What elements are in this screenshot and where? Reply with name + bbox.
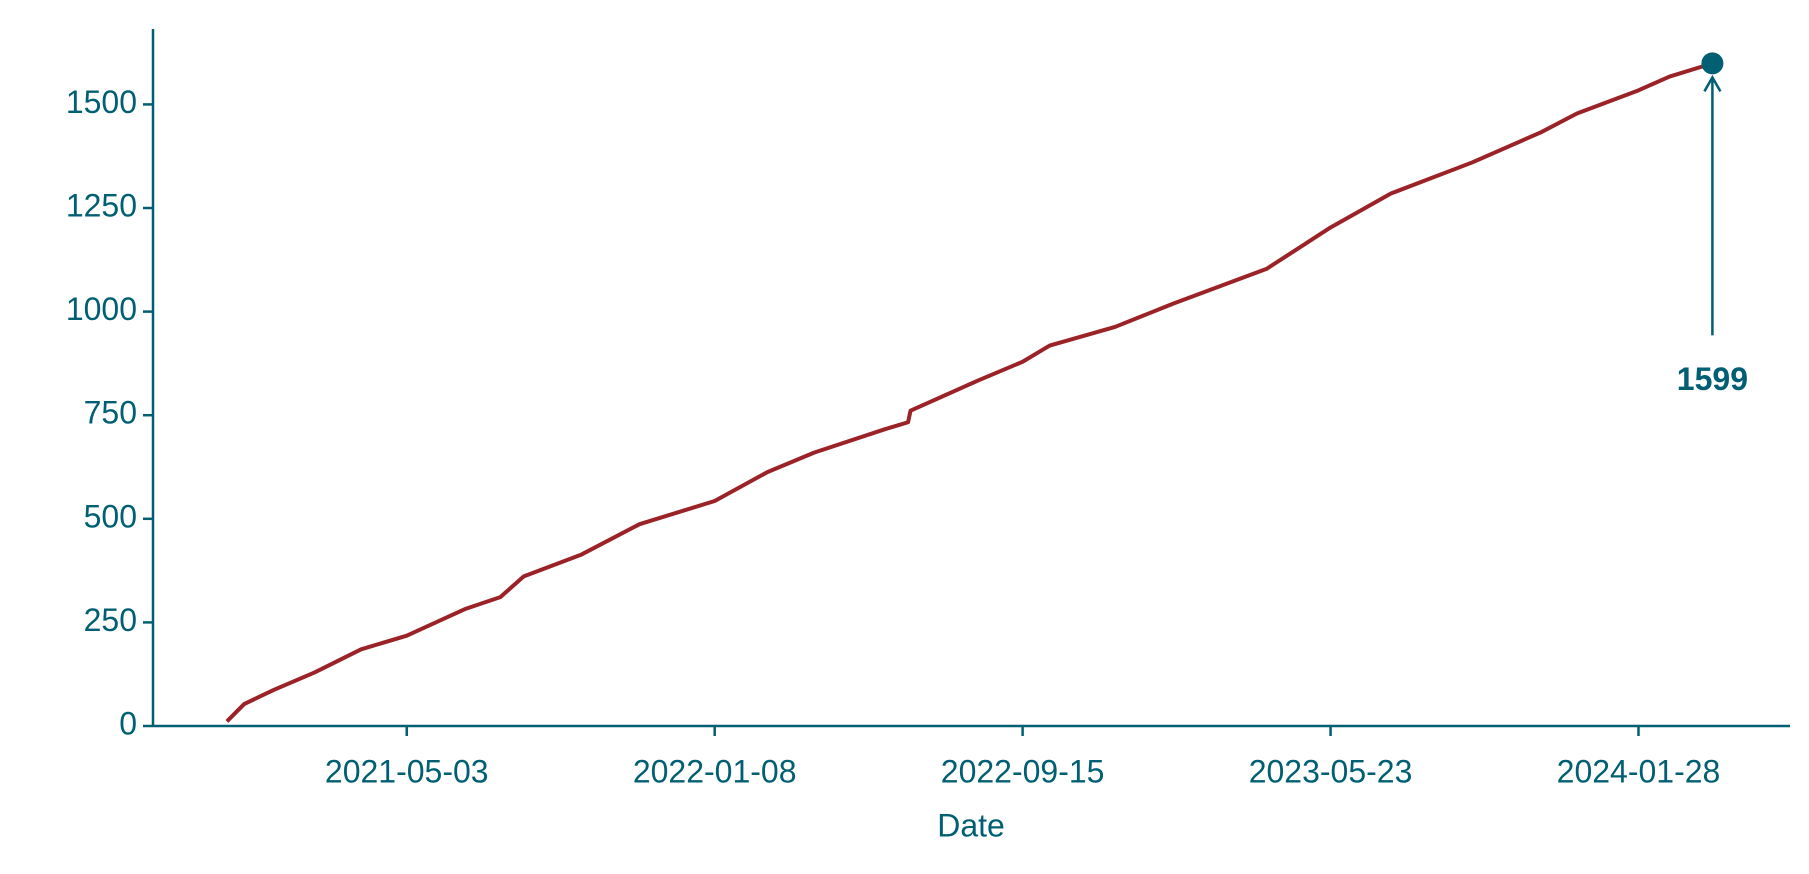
y-tick-label: 1250 bbox=[66, 187, 137, 223]
data-line bbox=[225, 61, 1713, 723]
x-tick-label: 2024-01-28 bbox=[1557, 753, 1721, 789]
y-tick-label: 500 bbox=[84, 498, 137, 534]
x-tick-label: 2023-05-23 bbox=[1249, 753, 1413, 789]
x-tick-label: 2021-05-03 bbox=[325, 753, 489, 789]
y-tick-label: 1500 bbox=[66, 84, 137, 120]
x-axis-label: Date bbox=[937, 807, 1005, 843]
end-marker bbox=[1701, 52, 1724, 75]
x-tick-label: 2022-01-08 bbox=[633, 753, 797, 789]
y-tick-label: 0 bbox=[119, 705, 137, 741]
annotation-label: 1599 bbox=[1677, 361, 1748, 397]
annotation-arrowhead bbox=[1703, 74, 1722, 93]
y-tick-label: 1000 bbox=[66, 291, 137, 327]
y-tick-label: 250 bbox=[84, 602, 137, 638]
x-tick-label: 2022-09-15 bbox=[941, 753, 1105, 789]
y-tick-label: 750 bbox=[84, 395, 137, 431]
